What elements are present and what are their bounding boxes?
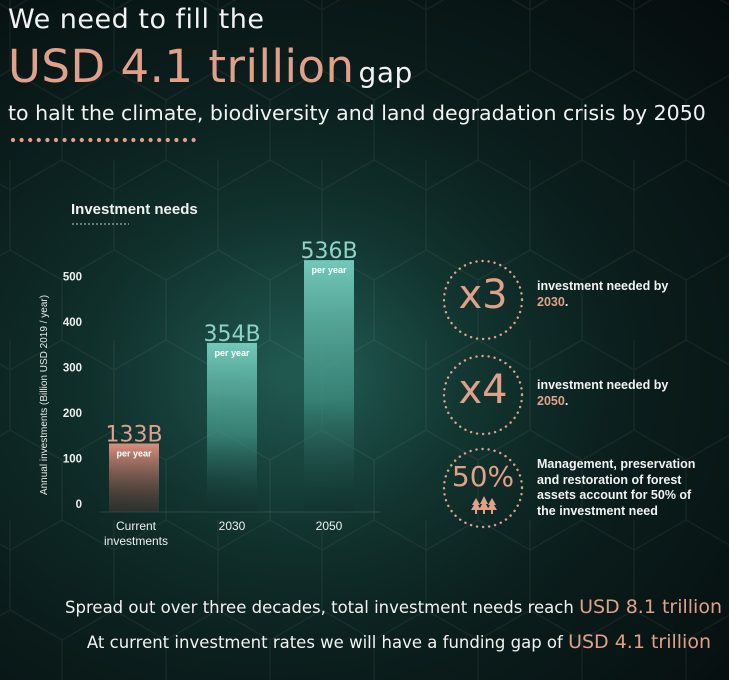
y-tick-label: 400 xyxy=(63,317,82,329)
bar-data-label: 354B xyxy=(203,322,260,347)
divider-dot xyxy=(96,137,102,143)
dotted-circle-icon xyxy=(442,259,524,341)
stat-suffix: . xyxy=(564,294,569,309)
x-category-label: 2030 xyxy=(219,519,246,533)
divider-dot xyxy=(105,137,110,143)
stat-suffix: . xyxy=(564,393,569,408)
stat-value: 50% xyxy=(451,460,515,493)
stat-50-text: Management, preservation and restoration… xyxy=(537,457,696,518)
divider-dot xyxy=(62,137,67,143)
y-tick-label: 500 xyxy=(63,272,82,284)
footer-line-2-text: At current investment rates we will have… xyxy=(86,633,563,652)
trees-icon xyxy=(471,496,497,514)
bar xyxy=(109,443,159,512)
divider-dot xyxy=(131,137,136,143)
stat-value: x4 xyxy=(458,367,508,413)
bar xyxy=(304,260,354,512)
divider-dot xyxy=(88,137,93,143)
divider-dot xyxy=(182,137,188,143)
footer-line-1: Spread out over three decades, total inv… xyxy=(65,596,722,618)
divider-dot xyxy=(122,137,127,143)
divider-dot xyxy=(148,137,153,143)
divider-dot xyxy=(19,137,24,143)
bar-data-label: 536B xyxy=(300,239,357,264)
stat-x3-text: investment needed by 2030. xyxy=(537,279,687,310)
headline-subtitle: to halt the climate, biodiversity and la… xyxy=(8,101,706,125)
headline-amount: USD 4.1 trillion gap xyxy=(8,40,413,93)
footer-line-1-text: Spread out over three decades, total inv… xyxy=(65,598,574,617)
y-tick-label: 300 xyxy=(63,363,82,375)
divider-dot xyxy=(28,137,33,143)
y-tick-label: 0 xyxy=(76,499,82,511)
dotted-circle-icon xyxy=(442,447,524,529)
stat-x3-badge: x3 xyxy=(441,258,525,342)
stat-value: x3 xyxy=(458,272,508,318)
x-category-label: Current xyxy=(116,519,157,533)
divider-dot xyxy=(45,137,50,143)
headline-line-1: We need to fill the xyxy=(8,4,265,35)
footer-line-2: At current investment rates we will have… xyxy=(87,631,711,653)
divider-dot xyxy=(71,137,76,143)
stat-50-badge: 50% xyxy=(441,446,525,530)
stat-text: investment needed by xyxy=(537,378,669,392)
headline-gap-word: gap xyxy=(358,56,413,89)
headline-amount-value: USD 4.1 trillion xyxy=(8,40,355,93)
chart-title: Investment needs xyxy=(71,201,198,218)
y-axis-label: Annual investments (Billion USD 2019 / y… xyxy=(39,295,50,495)
stat-x4-badge: x4 xyxy=(441,353,525,437)
y-tick-label: 100 xyxy=(63,454,82,466)
divider-dot xyxy=(36,137,41,143)
divider-dot xyxy=(165,137,170,143)
stat-highlight: 2030 xyxy=(537,294,565,309)
footer-line-2-value: USD 4.1 trillion xyxy=(568,631,711,653)
divider-dot xyxy=(10,137,16,143)
bar-data-label: 133B xyxy=(105,422,162,447)
y-tick-label: 200 xyxy=(63,408,82,420)
x-category-label: investments xyxy=(104,534,168,548)
divider-dot xyxy=(79,137,84,143)
divider-dot xyxy=(139,137,145,143)
divider-dot xyxy=(191,137,196,143)
bar xyxy=(207,342,257,512)
bar-unit-label: per year xyxy=(311,265,347,275)
bar-unit-label: per year xyxy=(116,448,152,458)
chart-title-underline xyxy=(71,223,129,225)
stat-x4-text: investment needed by 2050. xyxy=(537,378,687,409)
stat-highlight: 2050 xyxy=(537,393,565,408)
footer-line-1-value: USD 8.1 trillion xyxy=(579,596,722,618)
x-category-label: 2050 xyxy=(316,519,343,533)
bar-unit-label: per year xyxy=(214,348,250,358)
dotted-circle-icon xyxy=(442,354,524,436)
divider-dot xyxy=(53,137,59,143)
divider-dot xyxy=(157,137,162,143)
dotted-divider xyxy=(10,137,196,143)
divider-dot xyxy=(174,137,179,143)
divider-dot xyxy=(114,137,119,143)
stat-text: investment needed by xyxy=(537,279,669,293)
